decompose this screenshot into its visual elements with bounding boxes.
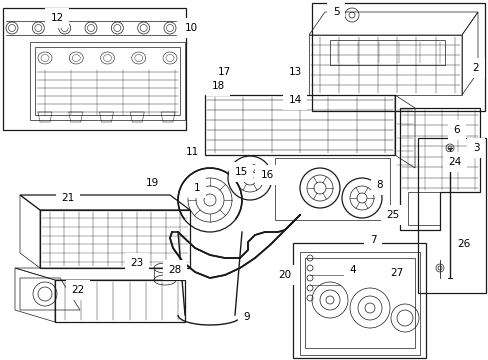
- Text: 1: 1: [193, 183, 200, 193]
- Text: 28: 28: [168, 265, 181, 275]
- Text: 18: 18: [211, 81, 224, 91]
- Text: 17: 17: [217, 67, 230, 77]
- Text: 2: 2: [472, 63, 478, 73]
- Text: 18: 18: [211, 81, 224, 91]
- Text: 21: 21: [61, 193, 75, 203]
- Text: 22: 22: [71, 285, 84, 295]
- Text: 9: 9: [243, 312, 250, 322]
- Text: 16: 16: [260, 170, 273, 180]
- Text: 4: 4: [349, 265, 356, 275]
- Text: 8: 8: [376, 180, 383, 190]
- Text: 24: 24: [447, 157, 461, 167]
- Text: 17: 17: [217, 67, 230, 77]
- Text: 3: 3: [472, 143, 478, 153]
- Text: 21: 21: [61, 193, 75, 203]
- Text: 20: 20: [278, 270, 291, 280]
- Bar: [3, 8, 185, 130]
- Text: 24: 24: [447, 157, 461, 167]
- Text: 23: 23: [130, 258, 143, 268]
- Bar: [417, 138, 485, 293]
- Text: 6: 6: [453, 125, 459, 135]
- Text: 15: 15: [234, 167, 247, 177]
- Text: 9: 9: [243, 312, 250, 322]
- Text: 26: 26: [456, 239, 469, 249]
- Text: 25: 25: [386, 210, 399, 220]
- Text: 14: 14: [288, 95, 301, 105]
- Text: 10: 10: [184, 23, 197, 33]
- Bar: [292, 243, 425, 358]
- Text: 7: 7: [369, 235, 376, 245]
- Text: 16: 16: [260, 170, 273, 180]
- Text: 3: 3: [472, 143, 478, 153]
- Text: 4: 4: [349, 265, 356, 275]
- Text: 11: 11: [185, 147, 198, 157]
- Text: 5: 5: [332, 7, 339, 17]
- Text: 11: 11: [185, 147, 198, 157]
- Text: 14: 14: [288, 95, 301, 105]
- Text: 26: 26: [456, 239, 469, 249]
- Text: 5: 5: [332, 7, 339, 17]
- Text: 28: 28: [168, 265, 181, 275]
- Text: 27: 27: [389, 268, 403, 278]
- Text: 8: 8: [376, 180, 383, 190]
- Text: 6: 6: [453, 125, 459, 135]
- Text: 13: 13: [288, 67, 301, 77]
- Text: 23: 23: [130, 258, 143, 268]
- Text: 13: 13: [288, 67, 301, 77]
- Text: 12: 12: [50, 13, 63, 23]
- Text: 15: 15: [234, 167, 247, 177]
- Text: 25: 25: [386, 210, 399, 220]
- Text: 1: 1: [193, 183, 200, 193]
- Text: 20: 20: [278, 270, 291, 280]
- Text: 27: 27: [389, 268, 403, 278]
- Text: 7: 7: [369, 235, 376, 245]
- Text: 19: 19: [145, 178, 158, 188]
- Bar: [311, 3, 484, 111]
- Text: 2: 2: [472, 63, 478, 73]
- Text: 10: 10: [184, 23, 197, 33]
- Text: 12: 12: [50, 13, 63, 23]
- Text: 22: 22: [71, 285, 84, 295]
- Text: 19: 19: [145, 178, 158, 188]
